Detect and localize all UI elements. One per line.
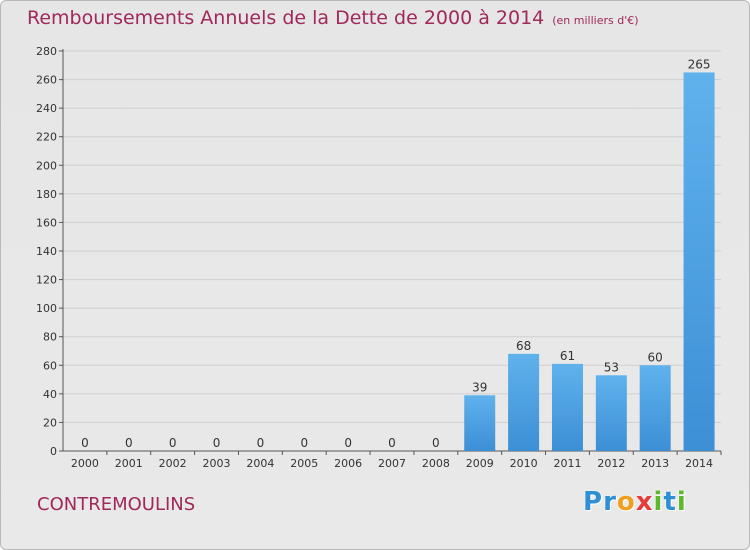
x-tick-label: 2010 bbox=[510, 457, 538, 470]
bar-value-label: 0 bbox=[257, 436, 265, 450]
logo-letter: x bbox=[635, 487, 654, 517]
bar-value-label: 0 bbox=[81, 436, 89, 450]
x-tick-label: 2008 bbox=[422, 457, 450, 470]
y-tick-label: 240 bbox=[36, 102, 57, 115]
y-tick-label: 0 bbox=[50, 445, 57, 458]
bar-value-label: 0 bbox=[169, 436, 177, 450]
y-tick-label: 120 bbox=[36, 274, 57, 287]
bar bbox=[551, 363, 583, 451]
bar bbox=[683, 72, 715, 451]
y-tick-label: 200 bbox=[36, 159, 57, 172]
town-name: CONTREMOULINS bbox=[37, 494, 196, 515]
logo-letter: t bbox=[663, 487, 677, 517]
bar-value-label: 0 bbox=[213, 436, 221, 450]
bar-value-label: 0 bbox=[125, 436, 133, 450]
y-tick-label: 160 bbox=[36, 216, 57, 229]
x-tick-label: 2003 bbox=[203, 457, 231, 470]
y-tick-label: 80 bbox=[43, 331, 57, 344]
x-tick-label: 2011 bbox=[553, 457, 581, 470]
x-tick-label: 2004 bbox=[246, 457, 274, 470]
bar-value-label: 265 bbox=[688, 57, 711, 71]
logo-letter: r bbox=[603, 487, 617, 517]
bar-value-label: 0 bbox=[300, 436, 308, 450]
x-tick-label: 2000 bbox=[71, 457, 99, 470]
y-tick-label: 220 bbox=[36, 131, 57, 144]
x-tick-label: 2002 bbox=[159, 457, 187, 470]
labels: 0 20 40 60 80 100 120 140 160 180 200 220 240 260 280 0… bbox=[36, 45, 713, 470]
bar bbox=[595, 375, 627, 451]
logo-letter: P bbox=[583, 487, 604, 517]
logo-letter: i bbox=[676, 487, 687, 517]
logo-letter: o bbox=[616, 487, 636, 517]
bar-value-label: 0 bbox=[388, 436, 396, 450]
chart-title: Remboursements Annuels de la Dette de 20… bbox=[27, 7, 639, 29]
bar-value-label: 53 bbox=[604, 360, 619, 374]
bar-value-label: 0 bbox=[344, 436, 352, 450]
y-tick-label: 40 bbox=[43, 388, 57, 401]
y-tick-label: 260 bbox=[36, 74, 57, 87]
y-tick-label: 280 bbox=[36, 45, 57, 58]
bar-value-label: 39 bbox=[472, 380, 487, 394]
y-tick-label: 100 bbox=[36, 302, 57, 315]
bar bbox=[639, 365, 671, 451]
x-tick-label: 2012 bbox=[597, 457, 625, 470]
x-tick-label: 2013 bbox=[641, 457, 669, 470]
bars bbox=[464, 72, 715, 451]
proxiti-logo: Proxiti bbox=[583, 487, 687, 517]
bar-value-label: 61 bbox=[560, 349, 575, 363]
x-tick-label: 2009 bbox=[466, 457, 494, 470]
y-tick-label: 60 bbox=[43, 359, 57, 372]
x-tick-label: 2001 bbox=[115, 457, 143, 470]
bar bbox=[464, 395, 496, 451]
bar-value-label: 60 bbox=[648, 350, 663, 364]
y-tick-label: 180 bbox=[36, 188, 57, 201]
bar-value-label: 68 bbox=[516, 339, 531, 353]
chart-title-text: Remboursements Annuels de la Dette de 20… bbox=[27, 7, 545, 29]
x-tick-label: 2007 bbox=[378, 457, 406, 470]
logo-letter: i bbox=[653, 487, 664, 517]
y-tick-label: 20 bbox=[43, 416, 57, 429]
chart-unit: (en milliers d'€) bbox=[552, 14, 639, 27]
x-tick-label: 2006 bbox=[334, 457, 362, 470]
bar bbox=[508, 353, 540, 451]
y-tick-label: 140 bbox=[36, 245, 57, 258]
bar-value-label: 0 bbox=[432, 436, 440, 450]
x-tick-label: 2014 bbox=[685, 457, 713, 470]
x-tick-label: 2005 bbox=[290, 457, 318, 470]
